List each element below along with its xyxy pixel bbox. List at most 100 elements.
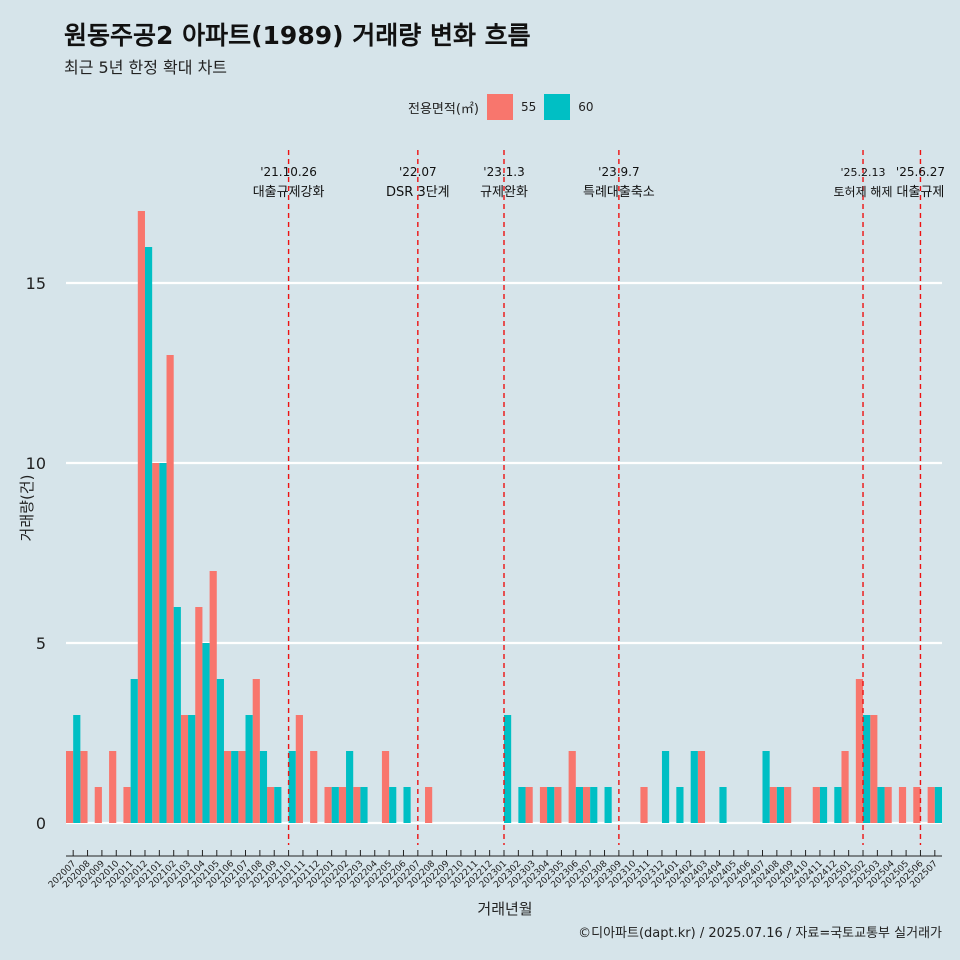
bar-60-202007 bbox=[73, 715, 81, 823]
bar-60-202201 bbox=[331, 787, 339, 823]
y-tick-label: 5 bbox=[36, 634, 46, 653]
bar-55-202403 bbox=[697, 751, 706, 823]
bar-55-202007 bbox=[66, 751, 74, 823]
chart-subtitle: 최근 5년 한정 확대 차트 bbox=[64, 58, 228, 77]
bars bbox=[66, 211, 942, 823]
legend-label-60: 60 bbox=[578, 100, 594, 114]
bar-55-202008 bbox=[80, 751, 88, 823]
bar-55-202501 bbox=[841, 751, 849, 823]
event-date-2: '23.1.3 bbox=[483, 165, 524, 179]
bar-55-202502 bbox=[855, 679, 864, 823]
bar-60-202205 bbox=[389, 787, 397, 823]
event-label-4: 토허제 해제 bbox=[834, 185, 893, 199]
bar-60-202408 bbox=[776, 787, 785, 823]
legend-swatch-55 bbox=[486, 94, 513, 120]
legend: 전용면적(㎡) 55 60 bbox=[408, 93, 602, 121]
chart-title: 원동주공2 아파트(1989) 거래량 변화 흐름 bbox=[64, 21, 531, 50]
bar-60-202306 bbox=[575, 787, 583, 823]
event-annotations: '21.10.26 대출규제강화 '22.07 DSR 3단계 '23.1.3 규제완화 '… bbox=[253, 165, 945, 200]
bar-55-202205 bbox=[381, 751, 390, 823]
event-date-4: '25.2.13 bbox=[841, 166, 886, 179]
bar-55-202112 bbox=[310, 751, 318, 823]
bar-60-202103 bbox=[188, 715, 196, 823]
bar-60-202108 bbox=[259, 751, 268, 823]
x-axis-label: 거래년월 bbox=[477, 900, 532, 918]
bar-60-202302 bbox=[518, 787, 526, 823]
bar-55-202303 bbox=[525, 787, 533, 823]
bar-60-202011 bbox=[130, 679, 138, 823]
bar-60-202104 bbox=[202, 643, 210, 823]
bar-60-202411 bbox=[819, 787, 828, 823]
bar-60-202101 bbox=[159, 463, 167, 823]
bar-55-202503 bbox=[870, 715, 878, 823]
bar-55-202103 bbox=[180, 715, 189, 823]
bar-55-202506 bbox=[913, 787, 921, 823]
bar-55-202208 bbox=[425, 787, 433, 823]
bar-60-202307 bbox=[590, 787, 598, 823]
event-date-0: '21.10.26 bbox=[260, 165, 317, 179]
bar-55-202304 bbox=[539, 787, 548, 823]
event-label-2: 규제완화 bbox=[480, 185, 528, 200]
bar-55-202012 bbox=[137, 211, 145, 823]
bar-55-202201 bbox=[324, 787, 332, 823]
bar-60-202105 bbox=[216, 679, 224, 823]
bar-55-202311 bbox=[640, 787, 648, 823]
legend-swatch-60 bbox=[544, 94, 571, 120]
event-date-5: '25.6.27 bbox=[896, 165, 945, 179]
bar-55-202202 bbox=[338, 787, 347, 823]
bar-55-202107 bbox=[238, 751, 246, 823]
bar-55-202411 bbox=[812, 787, 820, 823]
bar-55-202109 bbox=[267, 787, 275, 823]
bar-55-202104 bbox=[195, 607, 203, 823]
bar-55-202507 bbox=[927, 787, 935, 823]
event-date-1: '22.07 bbox=[399, 165, 437, 179]
bar-55-202505 bbox=[898, 787, 907, 823]
event-label-3: 특례대출축소 bbox=[583, 185, 655, 200]
bar-60-202507 bbox=[934, 787, 942, 823]
event-label-1: DSR 3단계 bbox=[386, 185, 450, 200]
event-label-0: 대출규제강화 bbox=[253, 185, 325, 200]
source-caption: ©디아파트(dapt.kr) / 2025.07.16 / 자료=국토교통부 실… bbox=[578, 926, 942, 941]
event-label-5: 대출규제 bbox=[897, 185, 945, 200]
bar-60-202407 bbox=[762, 751, 770, 823]
bar-60-202503 bbox=[877, 787, 885, 823]
bar-60-202312 bbox=[661, 751, 670, 823]
bar-60-202102 bbox=[173, 607, 181, 823]
bar-55-202305 bbox=[554, 787, 562, 823]
bar-55-202504 bbox=[884, 787, 892, 823]
event-lines bbox=[287, 150, 922, 845]
bar-55-202111 bbox=[295, 715, 303, 823]
bar-60-202106 bbox=[231, 751, 239, 823]
bar-60-202012 bbox=[144, 247, 153, 823]
legend-title: 전용면적(㎡) bbox=[408, 101, 479, 117]
bar-55-202408 bbox=[769, 787, 777, 823]
bar-55-202106 bbox=[223, 751, 232, 823]
y-tick-label: 0 bbox=[36, 814, 46, 833]
bar-55-202203 bbox=[353, 787, 361, 823]
y-tick-label: 15 bbox=[26, 274, 46, 293]
bar-60-202412 bbox=[834, 787, 842, 823]
bar-55-202409 bbox=[784, 787, 792, 823]
bar-60-202502 bbox=[863, 715, 871, 823]
x-axis: 2020072020082020092020102020112020122021… bbox=[47, 850, 942, 890]
y-axis-label: 거래량(건) bbox=[18, 475, 36, 542]
bar-55-202108 bbox=[252, 679, 260, 823]
event-date-3: '23.9.7 bbox=[598, 165, 639, 179]
bar-55-202101 bbox=[152, 463, 160, 823]
bar-55-202306 bbox=[568, 751, 576, 823]
y-tick-label: 10 bbox=[26, 454, 46, 473]
bar-60-202107 bbox=[245, 715, 253, 823]
bar-60-202110 bbox=[288, 751, 296, 823]
bar-60-202402 bbox=[690, 751, 698, 823]
bar-55-202102 bbox=[166, 355, 174, 823]
bar-60-202404 bbox=[719, 787, 727, 823]
bar-55-202009 bbox=[94, 787, 102, 823]
y-axis: 0 5 10 15 bbox=[26, 274, 46, 833]
bar-60-202206 bbox=[403, 787, 411, 823]
bar-55-202010 bbox=[109, 751, 117, 823]
bar-55-202011 bbox=[123, 787, 131, 823]
bar-60-202301 bbox=[504, 715, 512, 823]
bar-60-202308 bbox=[604, 787, 612, 823]
bar-60-202109 bbox=[274, 787, 282, 823]
